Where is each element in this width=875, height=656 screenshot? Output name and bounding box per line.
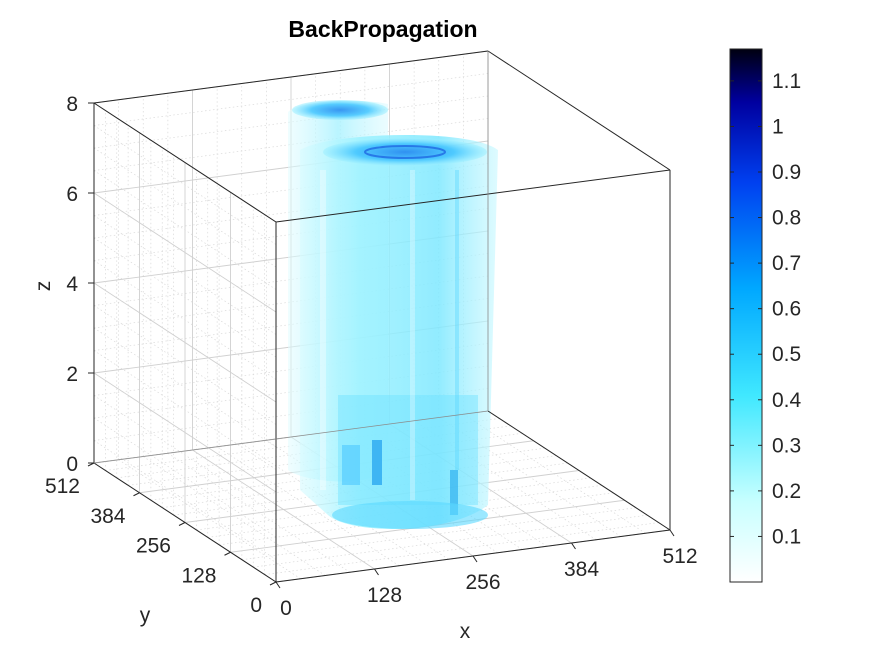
y-tick-mark [133, 492, 140, 497]
volume-back-top [292, 100, 388, 120]
volume-bottom [332, 501, 488, 529]
grid-line [93, 192, 277, 313]
grid-line [93, 170, 277, 290]
x-tick-mark [472, 555, 478, 563]
colorbar-gradient [729, 48, 763, 583]
grid-line [93, 125, 277, 245]
grid-line [93, 215, 277, 335]
y-tick-label: 0 [250, 594, 262, 617]
x-tick-label: 0 [280, 597, 292, 620]
volume-dark-streak-2 [450, 470, 458, 515]
box-edge [93, 50, 489, 104]
y-tick-label: 128 [181, 564, 216, 587]
z-tick-label: 4 [66, 273, 78, 296]
x-tick-mark [669, 529, 675, 537]
box-edge [93, 102, 277, 223]
y-tick-label: 384 [90, 505, 125, 528]
y-tick-mark [224, 551, 231, 556]
y-axis-label: y [140, 604, 151, 627]
volume-front-top [323, 138, 487, 166]
box-edge-back [93, 410, 489, 464]
grid-line [93, 350, 277, 470]
colorbar: 0.1 0.2 0.3 0.4 0.5 0.6 0.7 0.8 0.9 1 1.1 [729, 48, 802, 583]
box-edge [487, 410, 671, 531]
y-tick-label: 256 [136, 535, 171, 558]
x-tick-label: 256 [465, 571, 500, 594]
z-axis-label: z [32, 281, 55, 292]
z-tick-label: 8 [66, 93, 78, 116]
volume-dark-streak-1 [372, 440, 382, 485]
colorbar-tick-label: 0.7 [772, 252, 801, 275]
grid-line [93, 305, 277, 425]
x-tick-mark [571, 542, 576, 550]
x-tick-mark [275, 581, 281, 589]
colorbar-ticks: 0.1 0.2 0.3 0.4 0.5 0.6 0.7 0.8 0.9 1 1.1 [730, 70, 802, 548]
colorbar-tick-label: 0.8 [772, 207, 801, 230]
volume-streak-c [455, 170, 459, 470]
colorbar-tick-label: 0.5 [772, 343, 801, 366]
colorbar-tick-label: 0.1 [772, 525, 801, 548]
x-tick-label: 384 [564, 558, 599, 581]
colorbar-tick-label: 0.4 [772, 389, 802, 412]
y-tick-mark [269, 581, 277, 586]
grid-line [93, 260, 277, 380]
grid-line [93, 440, 277, 560]
z-tick-label: 2 [66, 363, 78, 386]
z-tick-label: 0 [66, 453, 78, 476]
box-edge [487, 50, 671, 171]
grid-line [93, 372, 277, 493]
grid-line [93, 327, 277, 448]
grid-line [93, 417, 277, 538]
y-tick-label: 512 [45, 475, 80, 498]
grid-line [93, 237, 277, 358]
chart-title: BackPropagation [288, 16, 477, 42]
colorbar-tick-label: 0.6 [772, 298, 801, 321]
volume-front-top-ring [364, 145, 446, 159]
volume-dark-streak-3 [342, 445, 360, 485]
grid-line [93, 147, 277, 268]
colorbar-tick-label: 0.3 [772, 434, 801, 457]
x-tick-label: 512 [662, 545, 697, 568]
colorbar-tick-label: 0.9 [772, 161, 801, 184]
volume-streak-a [320, 170, 326, 490]
grid-line [93, 395, 277, 515]
colorbar-tick-label: 1.1 [772, 70, 801, 93]
y-tick-mark [178, 522, 186, 526]
x-axis-label: x [460, 620, 471, 643]
volume-front-column [300, 134, 498, 529]
x-tick-label: 128 [367, 584, 402, 607]
x-tick-mark [374, 568, 379, 576]
volume-streak-b [410, 170, 415, 500]
colorbar-tick-label: 0.2 [772, 480, 801, 503]
box-edge [275, 169, 671, 223]
z-tick-label: 6 [66, 183, 78, 206]
grid-line [93, 282, 277, 403]
volume-render [288, 100, 498, 529]
colorbar-tick-label: 1 [772, 115, 784, 138]
